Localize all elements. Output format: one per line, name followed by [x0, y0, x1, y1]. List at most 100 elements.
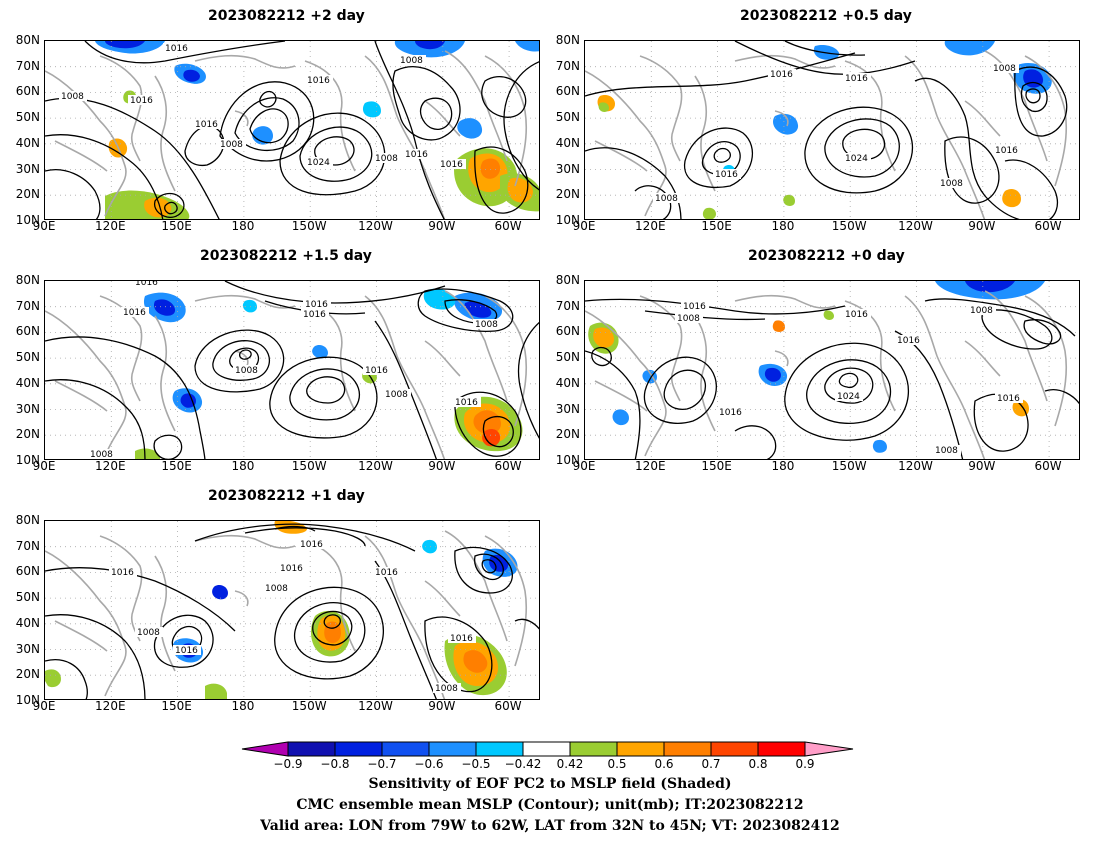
mslp-contour — [684, 127, 753, 189]
colorbar-segment — [334, 741, 383, 757]
coastline — [424, 100, 461, 137]
lat-tick-label: 80N — [15, 513, 40, 527]
mslp-contour — [514, 618, 539, 630]
lat-tick-label: 30N — [555, 401, 580, 416]
colorbar-label: −0.5 — [461, 757, 491, 771]
colorbar-arrow-right — [804, 741, 854, 757]
mslp-contour — [194, 523, 416, 552]
lon-tick-label: 90E — [572, 219, 596, 233]
contour-label-bg — [933, 445, 961, 455]
mslp-contour — [392, 66, 461, 141]
sensitivity-shading — [105, 41, 145, 49]
mslp-contour — [503, 61, 539, 191]
colorbar-segment — [710, 741, 759, 757]
lon-tick-label: 150E — [161, 219, 192, 233]
contour-label: 1016 — [175, 646, 198, 656]
lat-tick-label: 20N — [15, 427, 40, 442]
mslp-contour — [45, 379, 146, 459]
mslp-contour — [914, 77, 1020, 219]
coastline — [154, 75, 176, 192]
lon-tick-label: 120E — [635, 219, 666, 233]
lon-tick-label: 90W — [968, 219, 996, 233]
mslp-contour — [153, 434, 183, 459]
contour-label: 1008 — [655, 194, 678, 204]
lat-tick-label: 40N — [555, 375, 580, 390]
contour-label: 1016 — [770, 70, 793, 80]
lon-tick-label: 180 — [231, 699, 255, 713]
contour-label: 1008 — [375, 154, 398, 164]
lat-tick-label: 70N — [555, 58, 580, 73]
mslp-contour — [45, 659, 88, 699]
contour-label: 1008 — [400, 56, 423, 66]
lon-tick-label: 150E — [701, 459, 732, 473]
contour-label-bg — [843, 73, 871, 83]
lon-tick-label: 90E — [32, 459, 56, 473]
coastline — [694, 75, 716, 192]
coastline — [234, 110, 249, 127]
lat-tick-label: 20N — [15, 667, 40, 682]
sensitivity-shading — [1002, 188, 1021, 208]
mslp-contour — [585, 147, 682, 219]
lat-tick-label: 80N — [555, 273, 580, 287]
contour-label: 1008 — [475, 320, 498, 330]
contour-label: 1008 — [935, 446, 958, 456]
lon-tick-label: 180 — [231, 459, 255, 473]
contour-label: 1016 — [683, 302, 706, 312]
mslp-contour — [824, 367, 874, 404]
lat-tick-label: 70N — [15, 538, 40, 553]
contour-label: 1016 — [845, 310, 868, 320]
mslp-contour — [249, 108, 289, 144]
panel-title-plus2: 2023082212 +2 day — [208, 8, 365, 24]
contour-label: 1016 — [280, 564, 303, 574]
sensitivity-shading — [463, 650, 488, 673]
contour-label: 1016 — [300, 540, 323, 550]
coastline — [364, 295, 446, 459]
contour-label-bg — [305, 75, 333, 85]
contour-label-bg — [713, 169, 741, 179]
mslp-contour — [473, 553, 504, 581]
lat-tick-label: 60N — [555, 324, 580, 339]
sensitivity-shading — [612, 409, 629, 426]
lat-tick-label: 40N — [555, 135, 580, 150]
colorbar-label: −0.9 — [273, 757, 303, 771]
lat-tick-label: 10N — [15, 452, 40, 467]
contour-label: 1016 — [440, 160, 463, 170]
lon-tick-label: 120W — [898, 219, 933, 233]
coastline — [484, 295, 528, 427]
mslp-contour — [1025, 88, 1041, 104]
coastline — [154, 555, 176, 672]
lon-tick-label: 150W — [291, 219, 327, 233]
sensitivity-shading — [764, 367, 781, 382]
mslp-contour — [424, 616, 493, 693]
lon-tick-label: 90E — [32, 219, 56, 233]
mslp-contour — [1044, 389, 1079, 405]
contour-label: 1008 — [137, 628, 160, 638]
contour-label-bg — [843, 153, 871, 163]
coastline — [734, 294, 836, 309]
contour-label-bg — [128, 95, 156, 105]
contour-label: 1016 — [845, 74, 868, 84]
mslp-contour — [644, 310, 766, 321]
coastline — [694, 315, 716, 432]
lat-tick-label: 40N — [15, 135, 40, 150]
colorbar-segment — [569, 741, 618, 757]
contour-label-bg — [133, 281, 161, 287]
contour-label-bg — [438, 159, 466, 169]
coastline — [774, 110, 789, 127]
sensitivity-shading — [135, 448, 160, 459]
lat-lon-grid — [45, 521, 539, 699]
contour-label: 1016 — [719, 408, 742, 418]
mslp-contour — [784, 41, 866, 56]
contour-label: 1016 — [195, 120, 218, 130]
lat-tick-label: 60N — [15, 84, 40, 99]
contour-label-bg — [895, 335, 923, 345]
colorbar-label: −0.8 — [320, 757, 350, 771]
mslp-contour — [924, 298, 1076, 337]
lon-tick-label: 60W — [494, 699, 522, 713]
lon-tick-label: 90W — [428, 459, 456, 473]
colorbar-label: −0.7 — [367, 757, 397, 771]
mslp-contour — [701, 141, 741, 176]
mslp-contour — [1004, 159, 1059, 219]
mslp-contour — [482, 415, 514, 448]
sensitivity-shading — [965, 281, 1015, 293]
